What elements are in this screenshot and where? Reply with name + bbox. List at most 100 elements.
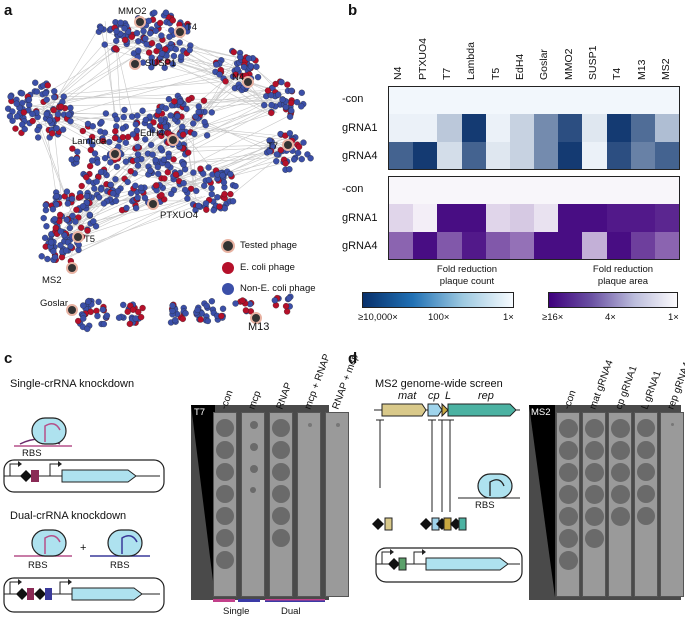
phage-node [118, 20, 124, 26]
phage-node [177, 99, 183, 105]
phage-node [41, 215, 47, 221]
phage-node [22, 126, 28, 132]
row-label-grna1-area: gRNA1 [342, 212, 377, 224]
count-cell [462, 87, 487, 115]
lane-label: mcp + RNAP [303, 353, 333, 411]
phage-node [231, 49, 237, 55]
count-cell [534, 142, 559, 170]
phage-node [135, 163, 141, 169]
count-cell [534, 87, 559, 115]
plaque-spot [585, 485, 604, 504]
plaque-spot [637, 507, 655, 525]
phage-node [233, 301, 239, 307]
area-cell [437, 177, 462, 205]
phage-node [59, 254, 65, 260]
phage-node [196, 203, 202, 209]
row-label-grna4-area: gRNA4 [342, 240, 377, 252]
label-m13: M13 [248, 321, 269, 333]
phage-node [134, 113, 140, 119]
phage-node [96, 299, 102, 305]
phage-node [142, 195, 148, 201]
phage-node [44, 256, 50, 262]
phage-node [39, 253, 45, 259]
phage-node [184, 106, 190, 112]
plaque-spot [308, 423, 312, 427]
area-cell [413, 232, 438, 260]
count-cell [534, 114, 559, 142]
single-group-bar-pink [213, 599, 235, 602]
plaque-spot [272, 485, 290, 503]
column-label-goslar: Goslar [538, 49, 550, 80]
phage-node [60, 127, 66, 133]
phage-node [269, 102, 275, 108]
label-t5: T5 [84, 234, 95, 245]
phage-node [163, 105, 169, 111]
plaque-spot [250, 421, 258, 429]
area-cell [462, 204, 487, 232]
area-cell [582, 177, 607, 205]
phage-node [44, 111, 50, 117]
phage-node [57, 242, 63, 248]
phage-node [34, 89, 40, 95]
phage-node [170, 303, 176, 309]
phage-node [43, 223, 49, 229]
area-cell [655, 177, 680, 205]
plate-lane [608, 412, 632, 597]
count-cell [631, 142, 656, 170]
tested-phage-node [175, 27, 185, 37]
phage-node [90, 218, 96, 224]
phage-node [240, 298, 246, 304]
phage-node [146, 50, 152, 56]
phage-node [113, 28, 119, 34]
column-label-t5: T5 [490, 68, 502, 80]
plaque-spot [250, 465, 258, 473]
count-cell [655, 142, 680, 170]
phage-node [283, 303, 289, 309]
phage-node [133, 315, 139, 321]
plaque-spot [272, 419, 290, 437]
phage-node [108, 182, 114, 188]
phage-node [42, 235, 48, 241]
phage-node [168, 27, 174, 33]
area-cell [582, 232, 607, 260]
plaque-spot [611, 485, 630, 504]
phage-node [102, 130, 108, 136]
column-label-m13: M13 [636, 60, 648, 80]
phage-node [144, 41, 150, 47]
phage-node [288, 100, 294, 106]
plaque-spot [250, 443, 258, 451]
phage-node [284, 82, 290, 88]
phage-node [273, 158, 279, 164]
phage-label-ms2: MS2 [531, 407, 551, 418]
plaque-spot [216, 463, 234, 481]
tick-area-mid: 4× [605, 312, 616, 323]
phage-node [49, 130, 55, 136]
phage-node [196, 109, 202, 115]
count-cell [631, 87, 656, 115]
phage-node [55, 111, 61, 117]
tested-phage-node [135, 17, 145, 27]
phage-node [147, 30, 153, 36]
tested-phage-node [168, 135, 178, 145]
single-knockdown-title: Single-crRNA knockdown [10, 378, 134, 390]
phage-node [206, 177, 212, 183]
plate-lane [660, 412, 684, 597]
dual-crrna-diagram [0, 522, 175, 622]
lane-label: rep gRNA4 [666, 361, 685, 411]
phage-node [209, 185, 215, 191]
phage-node [151, 10, 157, 16]
phage-node [161, 175, 167, 181]
area-cell [389, 177, 414, 205]
plaque-spot [336, 423, 340, 427]
plate-lane [213, 412, 237, 597]
phage-node [58, 104, 64, 110]
phage-node [142, 36, 148, 42]
panel-c-letter: c [4, 350, 12, 367]
column-label-lambda: Lambda [465, 42, 477, 80]
phage-node [268, 110, 274, 116]
phage-node [54, 193, 60, 199]
plaque-spot [216, 507, 234, 525]
count-cell [582, 114, 607, 142]
count-cell [437, 87, 462, 115]
phage-node [233, 183, 239, 189]
